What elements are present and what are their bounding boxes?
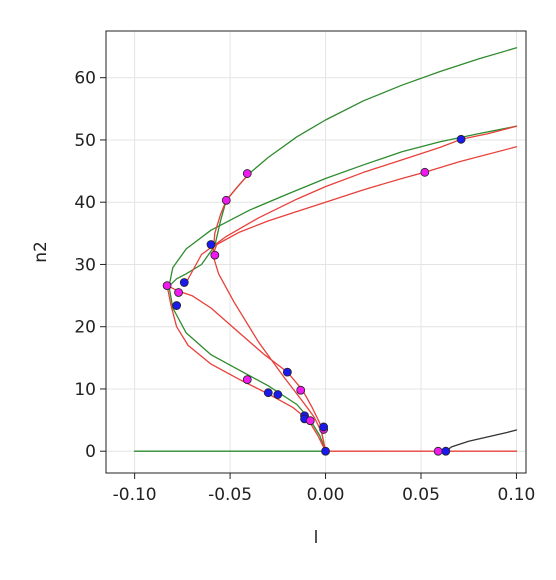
x-tick-label-4: 0.10 <box>498 485 536 505</box>
grid <box>106 31 526 473</box>
plot-frame <box>105 30 527 474</box>
special-point-19 <box>420 167 430 177</box>
special-point-14 <box>179 278 189 287</box>
special-point-0 <box>321 446 330 456</box>
series-layer <box>133 47 518 452</box>
series-line-9 <box>445 429 518 452</box>
special-point-8 <box>273 390 283 399</box>
y-tick-label-2: 20 <box>74 318 96 338</box>
series-line-2 <box>168 47 518 287</box>
x-axis-title: l <box>314 528 319 548</box>
y-tick-label-4: 40 <box>74 193 96 213</box>
special-point-5 <box>305 416 315 426</box>
special-point-11 <box>162 281 172 291</box>
y-tick-label-0: 0 <box>85 442 96 462</box>
special-point-13 <box>172 301 182 310</box>
special-point-10 <box>242 375 252 385</box>
special-point-17 <box>221 195 231 205</box>
y-tick-label-6: 60 <box>74 69 96 89</box>
series-line-7 <box>212 146 518 256</box>
special-point-21 <box>433 446 443 456</box>
series-line-4 <box>166 284 327 452</box>
y-axis: 0 10 20 30 40 50 60 <box>74 69 106 462</box>
x-tick-label-1: -0.05 <box>208 485 252 505</box>
special-point-7 <box>282 367 292 377</box>
y-axis-title: n2 <box>31 241 51 263</box>
x-tick-label-0: -0.10 <box>113 485 157 505</box>
series-line-5 <box>166 284 327 452</box>
special-point-12 <box>174 288 183 297</box>
special-point-18 <box>242 169 252 178</box>
x-axis: -0.10 -0.05 0.00 0.05 0.10 <box>113 473 536 505</box>
special-point-22 <box>441 446 451 456</box>
special-point-2 <box>319 422 329 432</box>
y-tick-label-1: 10 <box>74 380 96 400</box>
series-line-8 <box>185 125 518 284</box>
series-line-1 <box>168 125 518 452</box>
special-point-9 <box>263 388 273 398</box>
x-tick-label-3: 0.05 <box>402 485 440 505</box>
special-point-15 <box>210 250 220 260</box>
special-point-20 <box>456 134 466 144</box>
points-layer <box>162 134 466 456</box>
y-tick-label-5: 50 <box>74 131 96 151</box>
x-tick-label-2: 0.00 <box>307 485 345 505</box>
special-point-6 <box>296 385 306 395</box>
y-tick-label-3: 30 <box>74 255 96 275</box>
special-point-16 <box>206 240 216 249</box>
